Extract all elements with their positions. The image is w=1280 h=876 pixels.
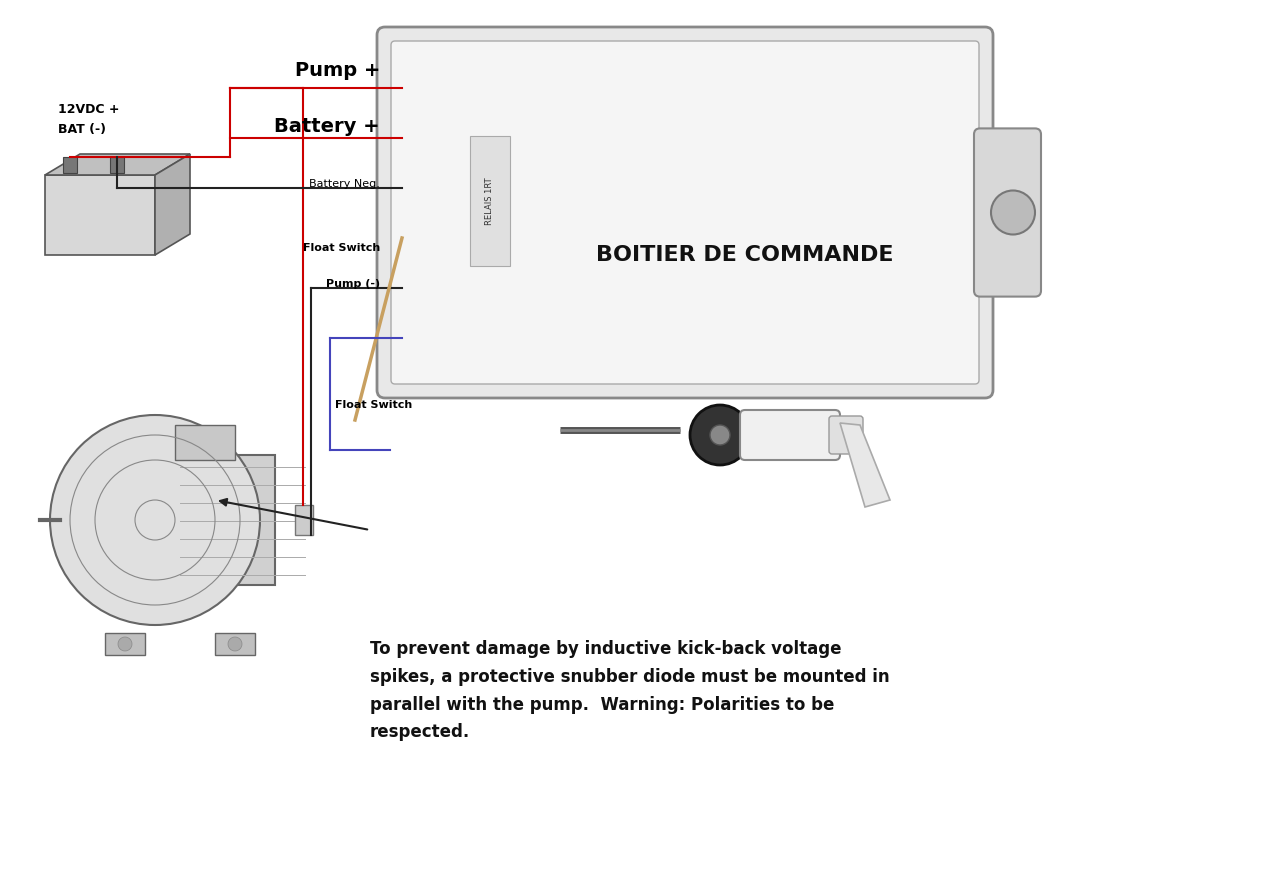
Text: Battery +: Battery +	[274, 117, 380, 136]
Text: 12VDC +: 12VDC +	[58, 103, 119, 116]
Bar	[402, 217, 467, 259]
Bar	[402, 167, 467, 209]
Bar	[397, 47, 538, 378]
Text: BAT (-): BAT (-)	[58, 123, 106, 136]
FancyBboxPatch shape	[390, 41, 979, 384]
Bar	[402, 167, 467, 209]
Bar	[134, 455, 275, 585]
Bar	[402, 317, 467, 359]
Text: Pump (-): Pump (-)	[326, 279, 380, 289]
FancyBboxPatch shape	[378, 27, 993, 398]
FancyBboxPatch shape	[740, 410, 840, 460]
Bar	[470, 136, 509, 265]
Bar	[294, 505, 314, 535]
Bar	[402, 217, 467, 259]
Text: RELAIS 1RT: RELAIS 1RT	[485, 177, 494, 224]
Bar	[402, 67, 467, 109]
Polygon shape	[155, 154, 189, 255]
Circle shape	[690, 405, 750, 465]
Bar	[402, 67, 467, 109]
Polygon shape	[45, 175, 155, 255]
Text: Pump +: Pump +	[294, 60, 380, 80]
Bar	[402, 117, 467, 159]
Bar	[105, 633, 145, 655]
Bar	[110, 157, 124, 173]
Circle shape	[50, 415, 260, 625]
Text: Battery Neg.: Battery Neg.	[310, 179, 380, 189]
Text: Float Switch: Float Switch	[303, 243, 380, 253]
Polygon shape	[45, 154, 189, 175]
FancyBboxPatch shape	[829, 416, 863, 454]
Circle shape	[710, 425, 730, 445]
Circle shape	[118, 637, 132, 651]
Bar	[402, 317, 467, 359]
Bar	[175, 425, 236, 460]
Bar	[63, 157, 77, 173]
Bar	[402, 267, 467, 309]
FancyBboxPatch shape	[974, 129, 1041, 297]
Polygon shape	[840, 423, 890, 507]
Bar	[402, 267, 467, 309]
Text: To prevent damage by inductive kick-back voltage
spikes, a protective snubber di: To prevent damage by inductive kick-back…	[370, 640, 890, 741]
Circle shape	[991, 190, 1036, 235]
Circle shape	[228, 637, 242, 651]
Bar	[215, 633, 255, 655]
Text: BOITIER DE COMMANDE: BOITIER DE COMMANDE	[596, 245, 893, 265]
Bar	[402, 117, 467, 159]
Text: Float Switch: Float Switch	[335, 400, 412, 410]
